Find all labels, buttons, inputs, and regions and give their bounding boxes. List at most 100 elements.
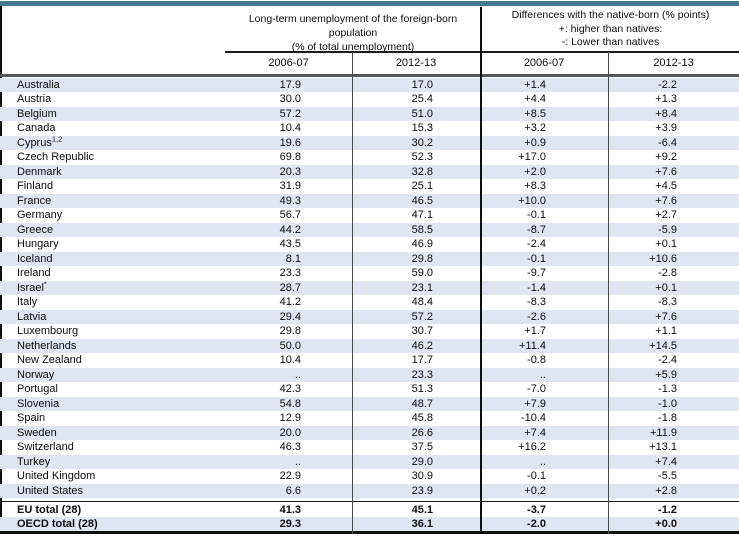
table-bottom-border: [0, 530, 739, 534]
value-diff-2012-13: -1.8: [658, 412, 677, 425]
value-foreign-2006-07: ..: [294, 368, 301, 381]
value-diff-2012-13: -5.5: [658, 470, 677, 483]
country-cell: Belgium: [0, 108, 225, 120]
country-name: Turkey: [17, 455, 51, 468]
value-foreign-2006-07: 20.0: [279, 426, 301, 439]
value-diff-2006-07: ..: [539, 368, 546, 381]
value-foreign-2006-07: 29.8: [279, 325, 301, 338]
table-left-border: [0, 6, 2, 534]
header-body-divider: [0, 74, 739, 77]
country-cell: Hungary: [0, 238, 225, 250]
value-diff-2012-13: +8.4: [655, 107, 677, 120]
table-row: Finland 31.9 25.1 +8.3 +4.5: [0, 179, 739, 194]
country-cell: Norway: [0, 369, 225, 381]
value-foreign-2012-13: 46.5: [411, 194, 433, 207]
value-foreign-2006-07: 29.3: [279, 517, 301, 530]
country-name: Germany: [17, 209, 63, 222]
divider-diff-columns: [607, 52, 609, 534]
value-foreign-2012-13: 23.3: [411, 368, 433, 381]
value-diff-2012-13: +7.4: [655, 455, 677, 468]
table-row: Turkey .. 29.0 .. +7.4: [0, 454, 739, 469]
value-diff-2012-13: +10.6: [649, 252, 677, 265]
table-row: Austria 30.0 25.4 +4.4 +1.3: [0, 92, 739, 107]
value-diff-2012-13: +1.1: [655, 325, 677, 338]
country-cell: Australia: [0, 79, 225, 91]
table-row: Israel* 28.7 23.1 -1.4 +0.1: [0, 280, 739, 295]
foreign-born-group-header: Long-term unemployment of the foreign-bo…: [226, 12, 480, 54]
country-name: Norway: [17, 368, 55, 381]
value-diff-2012-13: +0.0: [655, 517, 677, 530]
country-cell: Latvia: [0, 311, 225, 323]
table-row: Portugal 42.3 51.3 -7.0 -1.3: [0, 382, 739, 397]
country-name: Finland: [17, 180, 54, 193]
value-diff-2012-13: -8.3: [658, 296, 677, 309]
value-foreign-2012-13: 23.1: [411, 281, 433, 294]
value-diff-2012-13: -5.9: [658, 223, 677, 236]
value-diff-2006-07: -2.0: [527, 517, 546, 530]
value-diff-2006-07: -2.6: [527, 310, 546, 323]
country-cell: Italy: [0, 296, 225, 308]
value-diff-2006-07: +11.4: [518, 339, 546, 352]
value-diff-2006-07: -0.1: [527, 470, 546, 483]
value-diff-2006-07: -0.8: [527, 354, 546, 367]
value-foreign-2012-13: 30.9: [411, 470, 433, 483]
country-cell: EU total (28): [0, 504, 225, 516]
value-diff-2006-07: -0.1: [527, 209, 546, 222]
value-diff-2012-13: +14.5: [649, 339, 677, 352]
divider-sections: [479, 7, 482, 534]
value-foreign-2012-13: 51.3: [411, 383, 433, 396]
table-row: Denmark 20.3 32.8 +2.0 +7.6: [0, 164, 739, 179]
value-foreign-2006-07: 23.3: [279, 267, 301, 280]
value-foreign-2006-07: 28.7: [279, 281, 301, 294]
value-diff-2012-13: -1.3: [658, 383, 677, 396]
value-diff-2006-07: +7.4: [524, 426, 546, 439]
value-foreign-2012-13: 45.1: [411, 503, 433, 516]
value-foreign-2006-07: 17.9: [279, 78, 301, 91]
value-diff-2012-13: -1.2: [658, 503, 677, 516]
value-diff-2006-07: -0.1: [527, 252, 546, 265]
value-diff-2012-13: +0.1: [655, 238, 677, 251]
table-row: Norway .. 23.3 .. +5.9: [0, 367, 739, 382]
value-foreign-2006-07: 41.3: [279, 503, 301, 516]
value-diff-2006-07: +8.3: [524, 180, 546, 193]
value-foreign-2006-07: 43.5: [279, 238, 301, 251]
column-header-diff-2012-13: 2012-13: [653, 57, 694, 69]
value-diff-2012-13: +5.9: [655, 368, 677, 381]
country-name: Canada: [17, 122, 56, 135]
country-cell: Greece: [0, 224, 225, 236]
value-foreign-2012-13: 37.5: [411, 441, 433, 454]
value-diff-2012-13: -1.0: [658, 397, 677, 410]
value-foreign-2012-13: 26.6: [411, 426, 433, 439]
value-foreign-2006-07: 57.2: [279, 107, 301, 120]
value-foreign-2006-07: 69.8: [279, 151, 301, 164]
value-diff-2006-07: +7.9: [524, 397, 546, 410]
country-name: Latvia: [17, 310, 47, 323]
value-foreign-2012-13: 30.2: [411, 136, 433, 149]
country-name: EU total (28): [17, 503, 82, 516]
value-foreign-2006-07: 50.0: [279, 339, 301, 352]
country-name: Switzerland: [17, 441, 74, 454]
value-foreign-2006-07: 30.0: [279, 93, 301, 106]
value-diff-2006-07: +2.0: [524, 165, 546, 178]
column-headers-row: 2006-07 2012-13 2006-07 2012-13: [0, 53, 739, 74]
country-name: Belgium: [17, 107, 57, 120]
value-diff-2012-13: -2.2: [658, 78, 677, 91]
value-foreign-2012-13: 25.1: [411, 180, 433, 193]
value-foreign-2006-07: 19.6: [279, 136, 301, 149]
value-diff-2012-13: -2.4: [658, 354, 677, 367]
country-cell: Netherlands: [0, 340, 225, 352]
country-name: Netherlands: [17, 339, 77, 352]
country-cell: Ireland: [0, 267, 225, 279]
value-diff-2012-13: +9.2: [655, 151, 677, 164]
value-diff-2012-13: +7.6: [655, 310, 677, 323]
top-accent-bar: [0, 1, 739, 6]
country-name: Portugal: [17, 383, 58, 396]
value-diff-2006-07: +1.4: [524, 78, 546, 91]
column-header-foreign-2006-07: 2006-07: [268, 57, 309, 69]
value-foreign-2012-13: 36.1: [411, 517, 433, 530]
value-foreign-2006-07: 42.3: [279, 383, 301, 396]
value-diff-2012-13: +1.3: [655, 93, 677, 106]
value-diff-2006-07: +17.0: [518, 151, 546, 164]
value-diff-2012-13: +7.6: [655, 194, 677, 207]
